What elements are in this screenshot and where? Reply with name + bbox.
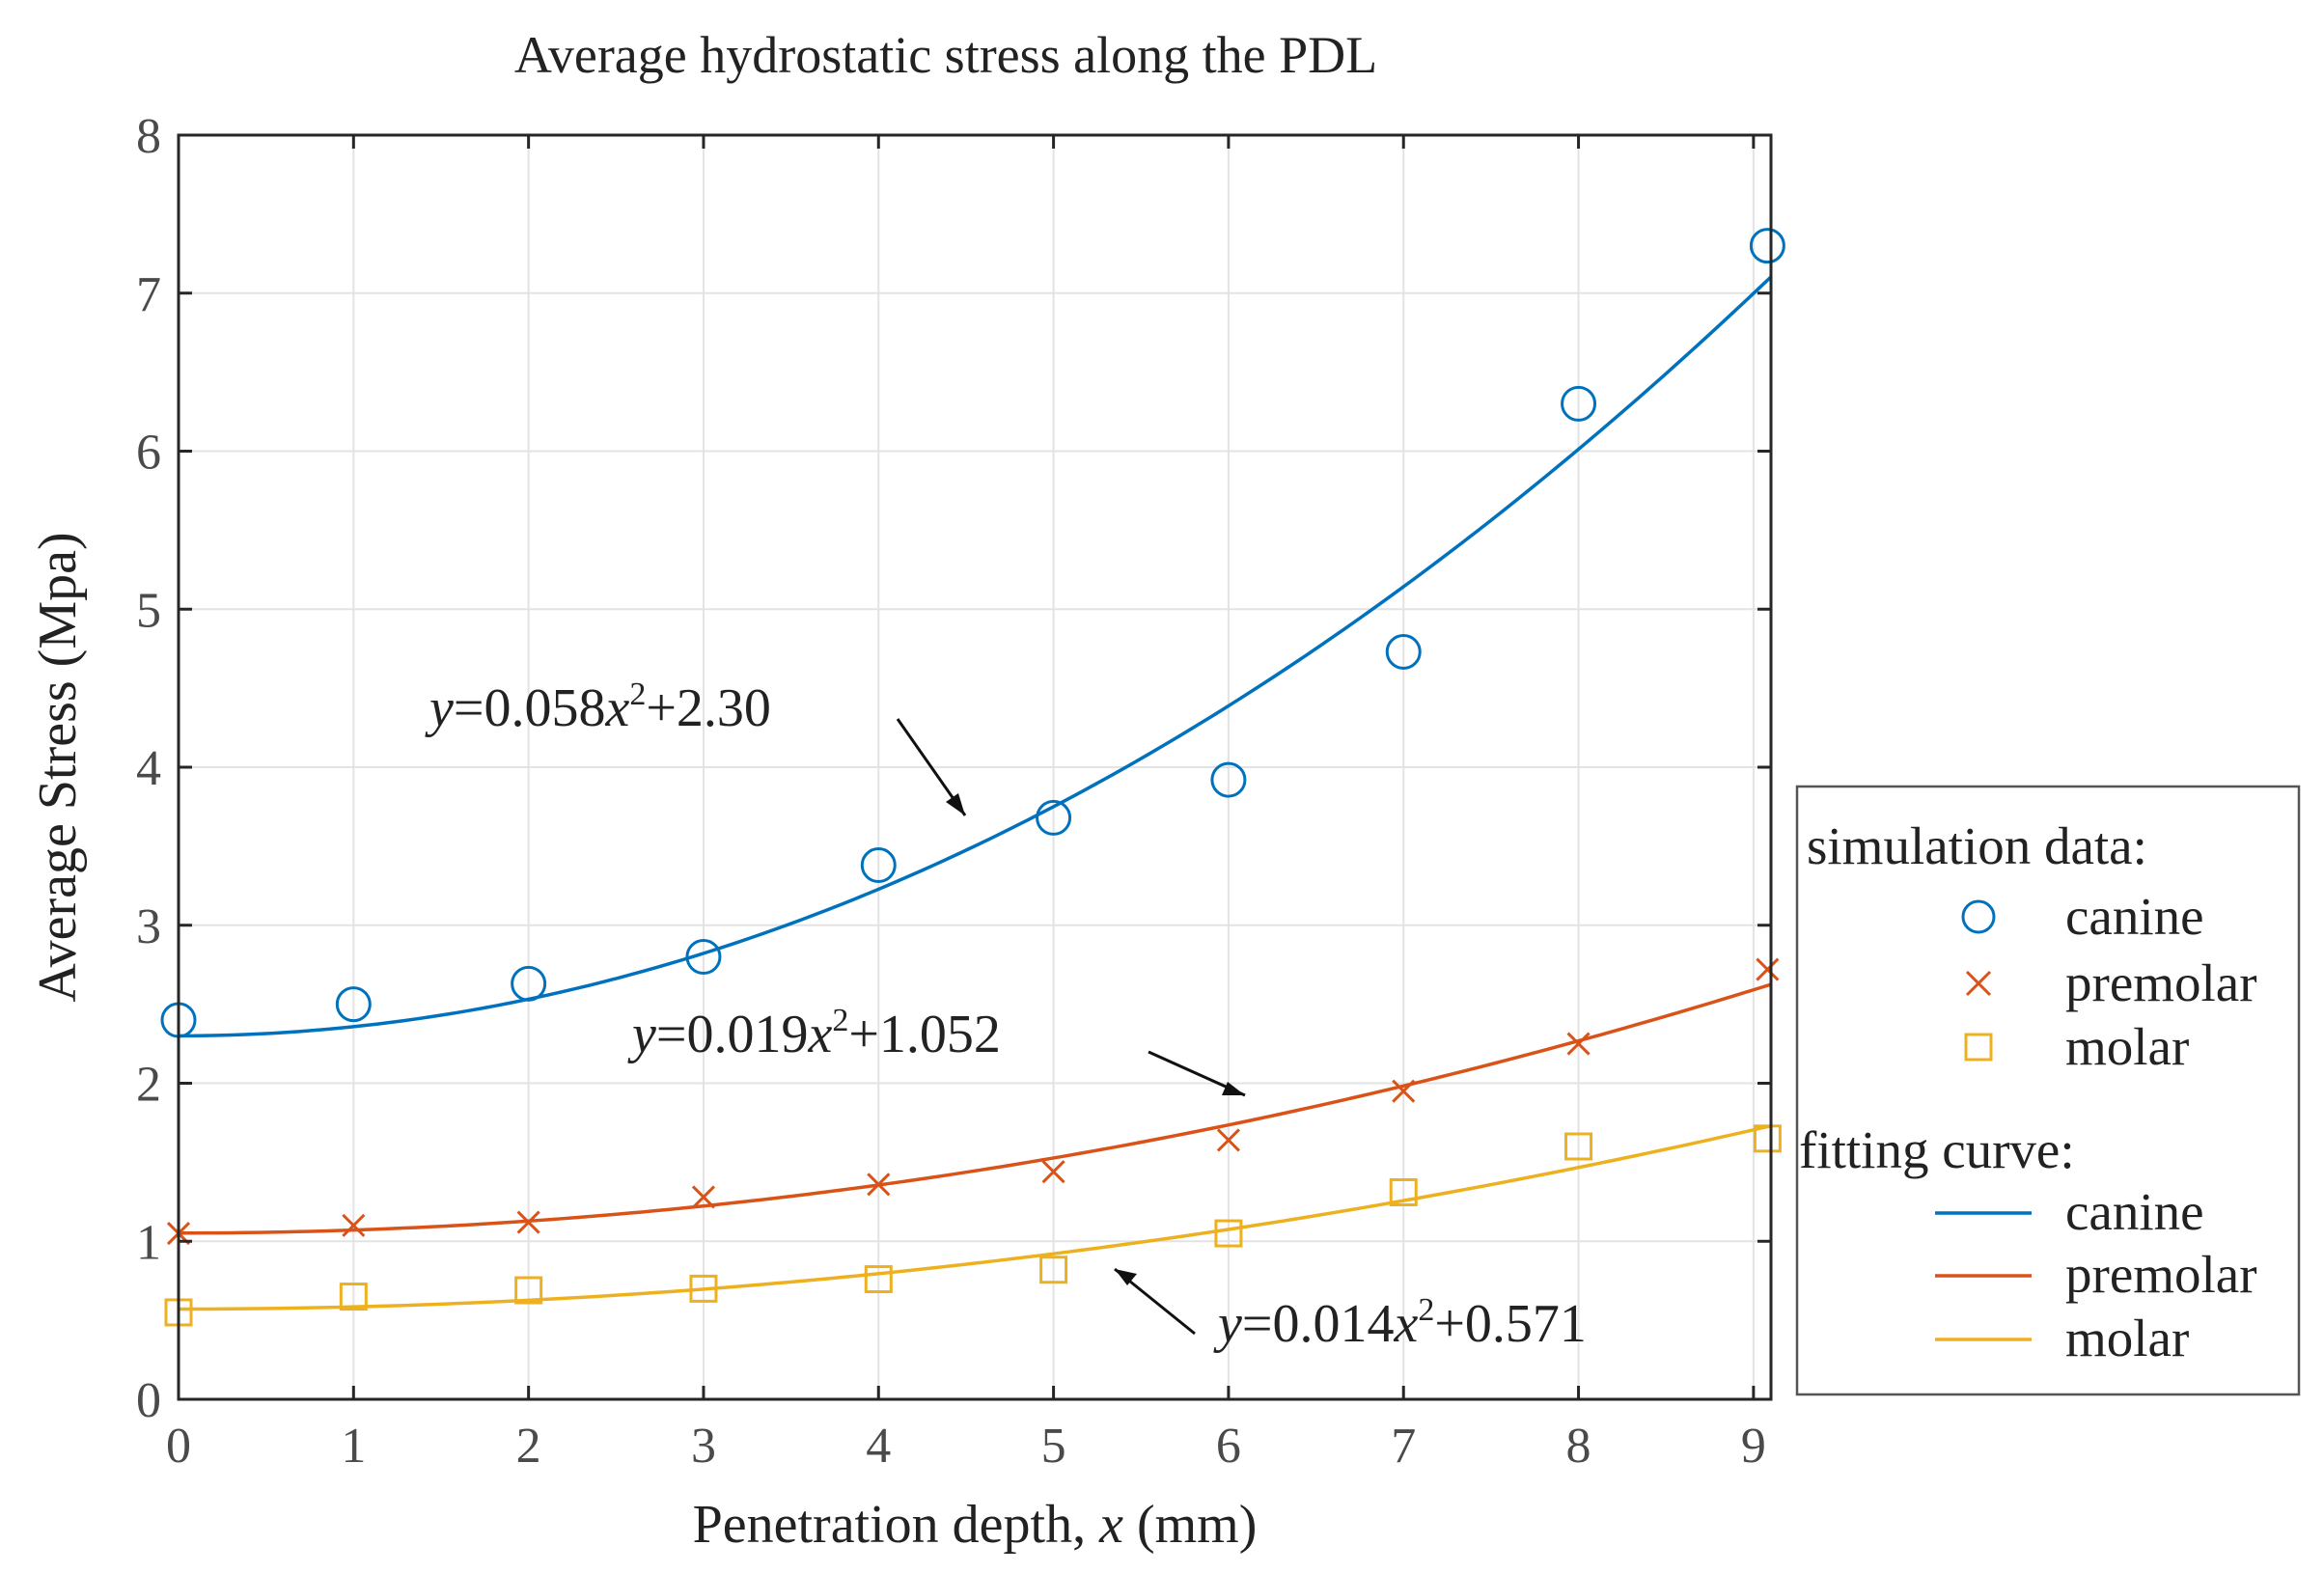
axis-ticks — [177, 133, 1771, 1401]
premolar-data-point-stroke — [1566, 1032, 1591, 1056]
legend-premolar-fit-label: premolar — [2065, 1245, 2257, 1304]
canine-data-point — [860, 847, 897, 884]
molar-data-point — [689, 1274, 718, 1303]
premolar-fit-curve — [178, 982, 1772, 1235]
x-tick-label: 0 — [166, 1419, 191, 1474]
x-tick-label: 4 — [866, 1419, 891, 1474]
canine-data-point — [1210, 761, 1247, 798]
x-tick-label: 7 — [1391, 1419, 1416, 1474]
canine-data-point — [1561, 385, 1597, 422]
canine-data-point — [685, 939, 722, 975]
premolar-data-point-stroke — [1216, 1128, 1240, 1152]
premolar-data-point — [1392, 1079, 1416, 1103]
molar-data-point — [514, 1276, 543, 1305]
y-tick-label: 4 — [136, 741, 161, 796]
y-tick-label: 1 — [136, 1215, 161, 1270]
legend-premolar-marker — [1965, 970, 1992, 997]
molar-data-point — [1564, 1132, 1593, 1161]
grid — [179, 135, 1771, 1399]
premolar-data-point — [1756, 957, 1780, 981]
molar-data-point — [1753, 1124, 1782, 1153]
canine-data-point — [1749, 228, 1785, 264]
premolar-data-point-stroke — [1041, 1160, 1065, 1184]
canine-data-point — [1385, 633, 1422, 670]
premolar-data-point — [867, 1173, 891, 1197]
premolar-data-point-stroke — [1756, 957, 1780, 981]
fit-curves — [178, 275, 1773, 1311]
premolar-data-point-stroke — [342, 1213, 366, 1237]
legend-data-header: simulation data: — [1807, 816, 2147, 875]
canine-data-point — [1036, 799, 1072, 836]
premolar-data-point — [1566, 1032, 1591, 1056]
y-tick-label: 2 — [136, 1058, 161, 1113]
premolar-data-point-stroke — [1392, 1079, 1416, 1103]
premolar-equation: y=0.019x2+1.052 — [627, 1003, 1001, 1064]
legend-canine-marker — [1961, 899, 1996, 934]
premolar-data-point — [516, 1210, 540, 1234]
legend-fit-header: fitting curve: — [1799, 1120, 2075, 1179]
legend-molar-fit-label: molar — [2065, 1309, 2189, 1367]
x-tick-label: 6 — [1216, 1419, 1241, 1474]
annotations: y=0.058x2+2.30 y=0.019x2+1.052 y=0.014x2… — [425, 676, 1587, 1354]
premolar-data-point-stroke — [691, 1185, 716, 1209]
x-tick-label: 2 — [516, 1419, 541, 1474]
premolar-data-point — [691, 1185, 716, 1209]
y-axis-label: Average Stress (Mpa) — [28, 532, 88, 1002]
premolar-arrowhead — [1222, 1082, 1245, 1095]
legend-molar-marker — [1964, 1033, 1993, 1062]
premolar-data-point — [342, 1213, 366, 1237]
molar-data-point — [864, 1265, 893, 1294]
chart-title: Average hydrostatic stress along the PDL — [514, 26, 1377, 84]
legend-canine-fit-label: canine — [2065, 1182, 2204, 1241]
legend-premolar-label: premolar — [2065, 953, 2257, 1012]
canine-data-point — [511, 965, 547, 1002]
y-tick-label: 3 — [136, 899, 161, 954]
x-tick-label: 1 — [341, 1419, 366, 1474]
premolar-data-point — [1216, 1128, 1240, 1152]
y-tick-label: 5 — [136, 583, 161, 638]
legend-box — [1795, 785, 2301, 1396]
y-tick-label: 0 — [136, 1373, 161, 1428]
x-tick-label: 8 — [1566, 1419, 1591, 1474]
y-tick-label: 7 — [136, 267, 161, 322]
x-tick-label: 3 — [691, 1419, 716, 1474]
premolar-data-point-stroke — [867, 1173, 891, 1197]
canine-fit-curve — [178, 275, 1773, 1038]
tick-labels: 0 1 2 3 4 5 6 7 8 9 0 1 2 3 4 5 6 7 8 — [136, 109, 1766, 1474]
legend-canine-label: canine — [2065, 887, 2204, 946]
canine-equation: y=0.058x2+2.30 — [425, 676, 771, 738]
canine-arrowhead — [946, 793, 965, 815]
molar-arrowhead — [1115, 1269, 1137, 1285]
molar-fit-curve — [178, 1123, 1772, 1311]
canine-data-point — [335, 986, 372, 1023]
y-tick-label: 8 — [136, 109, 161, 164]
molar-equation: y=0.014x2+0.571 — [1213, 1292, 1587, 1354]
y-tick-label: 6 — [136, 426, 161, 481]
molar-data-point — [1214, 1219, 1243, 1248]
x-tick-label: 9 — [1741, 1419, 1766, 1474]
premolar-data-point — [1041, 1160, 1065, 1184]
x-tick-label: 5 — [1041, 1419, 1066, 1474]
x-axis-label: Penetration depth, x (mm) — [693, 1495, 1258, 1555]
molar-data-point — [1389, 1177, 1418, 1206]
legend-molar-label: molar — [2065, 1017, 2189, 1076]
premolar-data-point-stroke — [516, 1210, 540, 1234]
molar-data-point — [1039, 1256, 1068, 1284]
molar-data-point — [339, 1283, 368, 1311]
legend: simulation data: canine premolar molar f… — [1795, 785, 2301, 1396]
